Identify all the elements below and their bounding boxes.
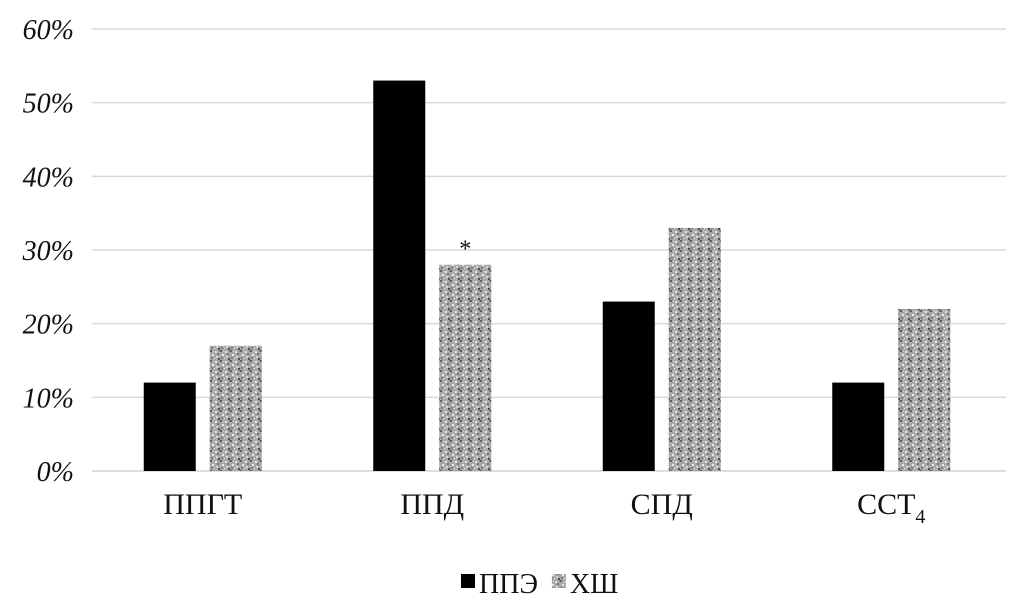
x-category-label: ППД bbox=[400, 488, 464, 521]
y-tick-label: 30% bbox=[22, 236, 74, 267]
y-tick-label: 50% bbox=[23, 89, 74, 120]
significance-annotation: * bbox=[459, 237, 471, 263]
x-category-label-main: ППД bbox=[400, 488, 464, 521]
x-axis-category-labels: ППГТ ППД СПД ССТ4 bbox=[163, 488, 925, 528]
x-category-label-main: ССТ bbox=[857, 488, 915, 521]
x-category-label: ППГТ bbox=[163, 488, 242, 521]
x-category-label-main: ППГТ bbox=[163, 488, 242, 521]
x-category-label: СПД bbox=[631, 488, 693, 521]
x-category-label-subscript: 4 bbox=[915, 506, 925, 528]
y-axis-tick-labels: 0% 10% 20% 30% 40% 50% 60% bbox=[22, 15, 74, 488]
bar-khsh-0 bbox=[209, 345, 262, 471]
legend-swatch-khsh bbox=[551, 574, 566, 588]
legend-label-khsh: ХШ bbox=[570, 569, 618, 600]
y-tick-label: 40% bbox=[23, 162, 74, 193]
legend-label-ppe: ППЭ bbox=[479, 569, 538, 600]
legend: ППЭ ХШ bbox=[461, 569, 618, 600]
y-tick-label: 10% bbox=[23, 383, 74, 414]
legend-swatch-ppe bbox=[461, 574, 475, 588]
y-tick-label: 20% bbox=[23, 310, 74, 341]
x-category-label-main: СПД bbox=[631, 488, 693, 521]
y-tick-label: 60% bbox=[23, 15, 74, 46]
bar-khsh-1 bbox=[439, 264, 492, 471]
y-tick-label: 0% bbox=[37, 457, 74, 488]
bar-ppe-2 bbox=[602, 301, 655, 471]
bars bbox=[143, 80, 951, 472]
bar-ppe-3 bbox=[832, 382, 885, 471]
bar-ppe-0 bbox=[143, 382, 196, 471]
x-category-label: ССТ4 bbox=[857, 488, 925, 528]
bar-ppe-1 bbox=[373, 80, 426, 472]
bar-khsh-3 bbox=[898, 308, 951, 471]
annotations: * bbox=[459, 237, 471, 263]
bar-khsh-2 bbox=[668, 227, 721, 471]
